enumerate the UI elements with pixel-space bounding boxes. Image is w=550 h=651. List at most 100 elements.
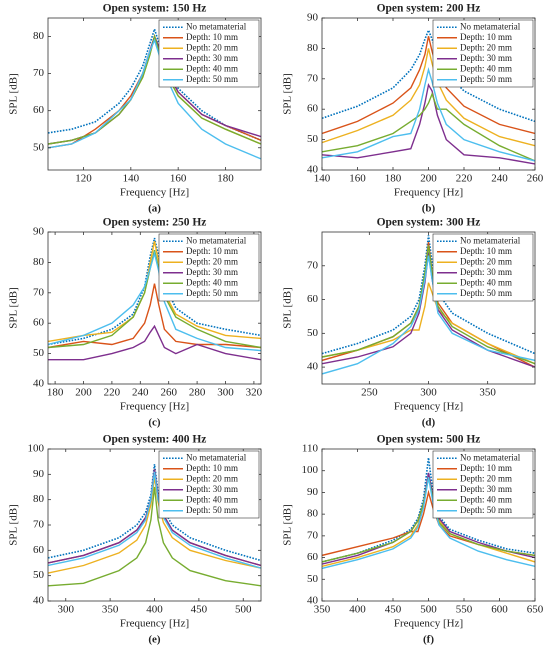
x-tick-label: 500 (420, 604, 437, 616)
series-line (48, 26, 261, 142)
x-tick-label: 240 (491, 173, 508, 185)
legend-label: Depth: 10 mm (460, 246, 512, 256)
legend-label: No metamaterial (460, 452, 521, 462)
legend-label: Depth: 40 mm (460, 277, 512, 287)
legend-label: Depth: 50 mm (460, 505, 512, 515)
x-tick-label: 350 (479, 387, 496, 399)
legend-box (432, 450, 534, 519)
y-tick-label: 60 (307, 103, 319, 115)
y-tick-label: 110 (302, 443, 319, 455)
y-axis-label: SPL [dB] (282, 73, 294, 114)
x-tick-label: 350 (102, 604, 119, 616)
y-tick-label: 60 (33, 104, 45, 116)
x-tick-label: 240 (132, 387, 149, 399)
x-tick-label: 320 (246, 387, 263, 399)
panel-title: Open system: 300 Hz (377, 217, 481, 229)
panel-caption: (b) (422, 203, 436, 215)
x-tick-label: 200 (420, 173, 437, 185)
y-tick-label: 60 (307, 551, 319, 563)
legend-label: Depth: 30 mm (186, 484, 238, 494)
axes-box (47, 17, 262, 171)
legend-label: No metamaterial (460, 21, 521, 31)
legend-label: Depth: 10 mm (186, 32, 238, 42)
legend-label: Depth: 40 mm (460, 494, 512, 504)
legend-label: Depth: 10 mm (186, 246, 238, 256)
x-tick-label: 160 (349, 173, 366, 185)
series-line (322, 255, 535, 375)
y-tick-label: 100 (28, 443, 45, 455)
series-line (48, 237, 261, 346)
y-tick-label: 50 (33, 569, 45, 581)
y-tick-label: 90 (307, 12, 319, 24)
series-line (322, 457, 535, 563)
plot-area (48, 237, 261, 361)
legend-label: Depth: 50 mm (460, 288, 512, 298)
series-line (48, 324, 261, 361)
legend-label: Depth: 20 mm (186, 256, 238, 266)
legend-label: Depth: 20 mm (460, 256, 512, 266)
legend-label: Depth: 40 mm (186, 63, 238, 73)
y-tick-label: 70 (33, 286, 45, 298)
panel-title: Open system: 250 Hz (103, 217, 207, 229)
x-tick-label: 400 (349, 604, 366, 616)
legend-label: Depth: 30 mm (460, 53, 512, 63)
y-tick-label: 50 (33, 141, 45, 153)
series-line (48, 240, 261, 343)
x-tick-label: 600 (491, 604, 508, 616)
legend-label: Depth: 40 mm (460, 63, 512, 73)
y-tick-label: 50 (307, 573, 319, 585)
x-tick-label: 280 (189, 387, 206, 399)
x-tick-label: 450 (385, 604, 402, 616)
panel-caption: (d) (422, 417, 436, 429)
legend-label: Depth: 50 mm (460, 74, 512, 84)
y-tick-label: 60 (307, 293, 319, 305)
legend-label: Depth: 10 mm (460, 32, 512, 42)
legend-box (432, 19, 534, 88)
legend-box (158, 450, 260, 519)
x-tick-label: 180 (385, 173, 402, 185)
legend-label: Depth: 30 mm (460, 484, 512, 494)
legend-label: Depth: 50 mm (186, 505, 238, 515)
legend-label: Depth: 40 mm (186, 494, 238, 504)
series-line (322, 91, 535, 162)
panel-title: Open system: 500 Hz (377, 434, 481, 446)
plot-area (322, 235, 535, 375)
y-tick-label: 40 (307, 595, 319, 607)
panel: Open system: 500 Hz 350 400 450 500 550 600 650… (282, 434, 544, 646)
series-line (48, 471, 261, 569)
legend-label: Depth: 50 mm (186, 288, 238, 298)
y-tick-label: 80 (33, 256, 45, 268)
legend-label: Depth: 20 mm (460, 473, 512, 483)
y-axis-label: SPL [dB] (8, 73, 20, 114)
y-tick-label: 40 (33, 378, 45, 390)
y-tick-label: 40 (33, 595, 45, 607)
x-tick-label: 450 (191, 604, 208, 616)
series-line (48, 469, 261, 567)
panel-caption: (a) (148, 203, 161, 215)
plot-area (322, 457, 535, 570)
series-line (322, 235, 535, 355)
y-tick-label: 50 (307, 133, 319, 145)
legend-box (432, 233, 534, 302)
x-tick-label: 400 (146, 604, 163, 616)
x-tick-label: 300 (420, 387, 437, 399)
series-line (48, 38, 261, 160)
x-axis-label: Frequency [Hz] (394, 618, 463, 630)
series-line (322, 282, 535, 365)
y-tick-label: 70 (307, 72, 319, 84)
panel: Open system: 300 Hz 250 300 350 40 50 60 70 Freq… (282, 217, 536, 429)
y-tick-label: 80 (307, 42, 319, 54)
legend-label: Depth: 40 mm (186, 277, 238, 287)
y-axis-label: SPL [dB] (8, 504, 20, 545)
legend-label: Depth: 20 mm (460, 42, 512, 52)
y-tick-label: 80 (33, 493, 45, 505)
plot-area (322, 28, 535, 165)
x-tick-label: 500 (235, 604, 252, 616)
y-tick-label: 80 (307, 508, 319, 520)
legend-label: Depth: 20 mm (186, 42, 238, 52)
legend-label: Depth: 50 mm (186, 74, 238, 84)
x-axis-label: Frequency [Hz] (120, 187, 189, 199)
y-tick-label: 60 (33, 317, 45, 329)
